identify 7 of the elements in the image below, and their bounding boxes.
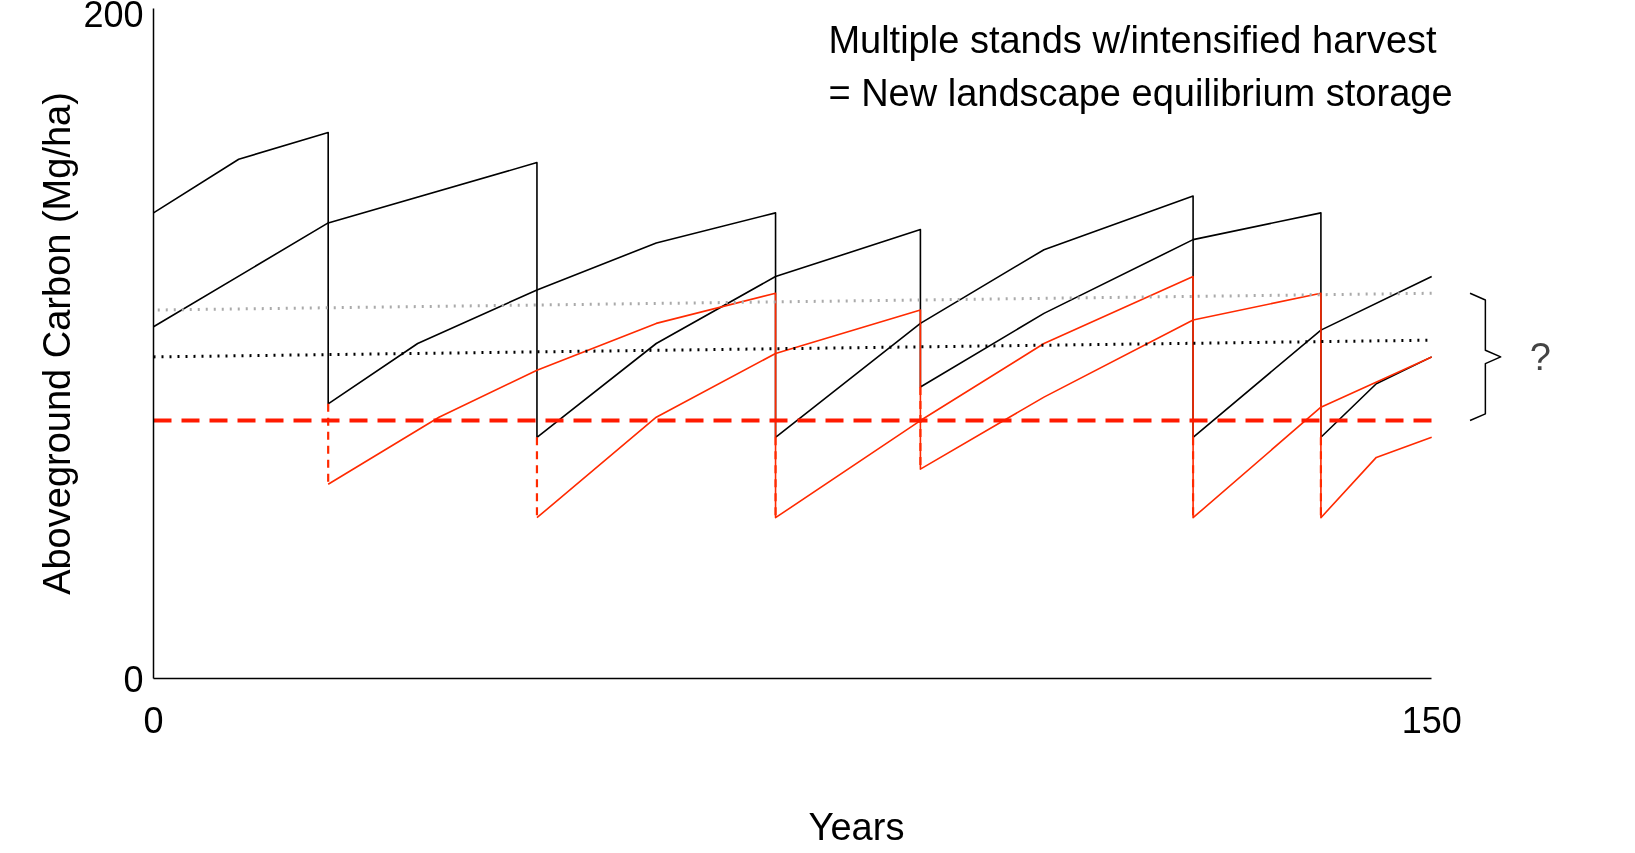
text: = New landscape equilibrium storage bbox=[828, 72, 1453, 115]
chart-title: Multiple stands w/intensified harvest bbox=[828, 18, 1438, 61]
x-axis-title: Years bbox=[808, 805, 905, 848]
x-tick-label: 150 bbox=[1401, 699, 1462, 741]
y-axis-title: Aboveground Carbon (Mg/ha) bbox=[36, 92, 79, 595]
y-tick-label: 200 bbox=[83, 0, 144, 35]
text: ? bbox=[1529, 335, 1551, 378]
